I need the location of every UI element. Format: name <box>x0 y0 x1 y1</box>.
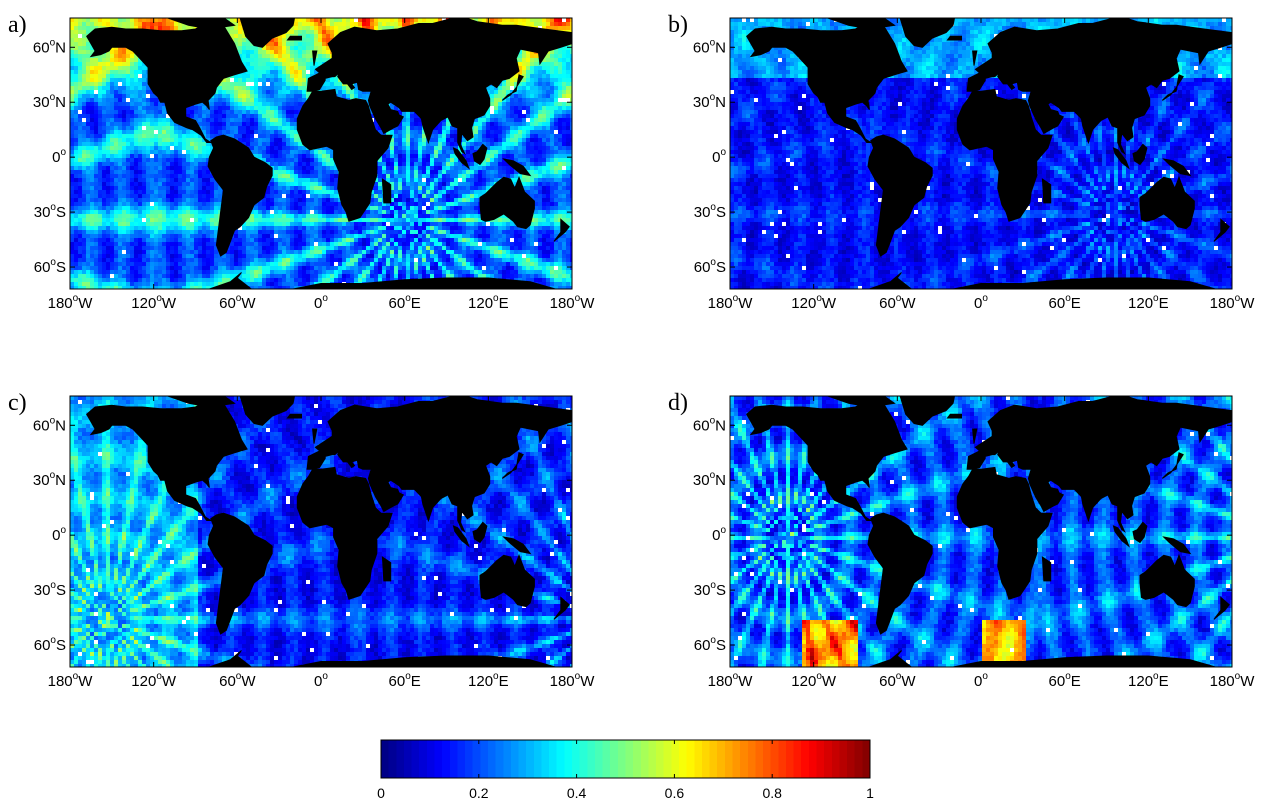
x-tick-label: 0o <box>314 671 328 690</box>
x-tick-label: 180oW <box>708 671 754 690</box>
x-tick-label: 120oW <box>131 671 177 690</box>
x-tick-label: 120oE <box>468 671 509 690</box>
colorbar: 0 0.2 0.4 0.6 0.8 1 <box>377 739 874 801</box>
colorbar-tick-label: 0.8 <box>762 785 782 801</box>
panel-label: b) <box>668 12 688 38</box>
colorbar-tick-label: 1 <box>866 785 874 801</box>
land-mask <box>730 396 1232 667</box>
map-panel-d: d) 180oW 120oW 60oW 0o 60oE 120oE 180oW 60oN 30oN… <box>668 390 1256 690</box>
y-tick-label: 30oN <box>693 470 726 489</box>
x-tick-label: 60oW <box>219 671 256 690</box>
map-panel-b: b) 180oW 120oW 60oW 0o 60oE 120oE 180oW 60oN 30oN… <box>668 12 1256 312</box>
y-tick-label: 0o <box>52 147 66 166</box>
y-tick-label: 30oN <box>693 92 726 111</box>
panel-label: c) <box>8 390 27 416</box>
x-tick-label: 60oW <box>879 293 916 312</box>
sensitivity-field <box>70 18 572 289</box>
x-tick-label: 180oW <box>550 293 596 312</box>
x-tick-label: 180oW <box>708 293 754 312</box>
x-tick-label: 120oW <box>791 293 837 312</box>
x-tick-label: 180oW <box>1210 671 1256 690</box>
x-tick-label: 180oW <box>1210 293 1256 312</box>
colorbar-tick-label: 0.6 <box>665 785 685 801</box>
land-mask <box>70 396 572 667</box>
sensitivity-field <box>730 18 1232 289</box>
y-tick-label: 60oN <box>33 37 66 56</box>
y-tick-label: 0o <box>712 147 726 166</box>
x-tick-label: 60oE <box>1049 293 1081 312</box>
x-tick-label: 60oE <box>389 671 421 690</box>
land-mask <box>730 18 1232 289</box>
x-tick-label: 0o <box>974 671 988 690</box>
x-tick-label: 60oW <box>879 671 916 690</box>
x-tick-label: 120oW <box>791 671 837 690</box>
x-tick-label: 120oE <box>1128 293 1169 312</box>
x-tick-label: 60oE <box>389 293 421 312</box>
x-tick-label: 180oW <box>550 671 596 690</box>
y-tick-label: 60oN <box>33 415 66 434</box>
x-tick-label: 120oE <box>468 293 509 312</box>
y-tick-label: 60oS <box>34 635 66 654</box>
colorbar-tick-label: 0.4 <box>567 785 587 801</box>
y-tick-label: 60oS <box>694 257 726 276</box>
y-tick-label: 30oN <box>33 92 66 111</box>
y-tick-label: 30oS <box>694 202 726 221</box>
y-tick-label: 60oN <box>693 37 726 56</box>
x-tick-label: 60oE <box>1049 671 1081 690</box>
x-tick-label: 120oE <box>1128 671 1169 690</box>
y-tick-label: 30oS <box>34 202 66 221</box>
x-tick-label: 180oW <box>48 671 94 690</box>
x-tick-label: 180oW <box>48 293 94 312</box>
land-mask <box>70 18 572 289</box>
y-tick-label: 60oS <box>34 257 66 276</box>
sensitivity-field <box>70 396 572 667</box>
x-tick-label: 0o <box>314 293 328 312</box>
y-tick-label: 60oS <box>694 635 726 654</box>
colorbar-tick-label: 0 <box>377 785 385 801</box>
y-tick-label: 30oN <box>33 470 66 489</box>
map-panel-c: c) 180oW 120oW 60oW 0o 60oE 120oE 180oW 60oN 30oN… <box>8 390 596 690</box>
panel-label: a) <box>8 12 27 38</box>
y-tick-label: 0o <box>712 525 726 544</box>
x-tick-label: 60oW <box>219 293 256 312</box>
map-panel-a: a) 180oW 120oW 60oW 0o 60oE 120oE 180oW 60oN 30oN… <box>8 12 596 312</box>
colorbar-tick-label: 0.2 <box>469 785 489 801</box>
x-tick-label: 120oW <box>131 293 177 312</box>
sensitivity-field <box>730 396 1232 667</box>
y-tick-label: 0o <box>52 525 66 544</box>
y-tick-label: 60oN <box>693 415 726 434</box>
x-tick-label: 0o <box>974 293 988 312</box>
y-tick-label: 30oS <box>34 580 66 599</box>
panel-label: d) <box>668 390 688 416</box>
y-tick-label: 30oS <box>694 580 726 599</box>
